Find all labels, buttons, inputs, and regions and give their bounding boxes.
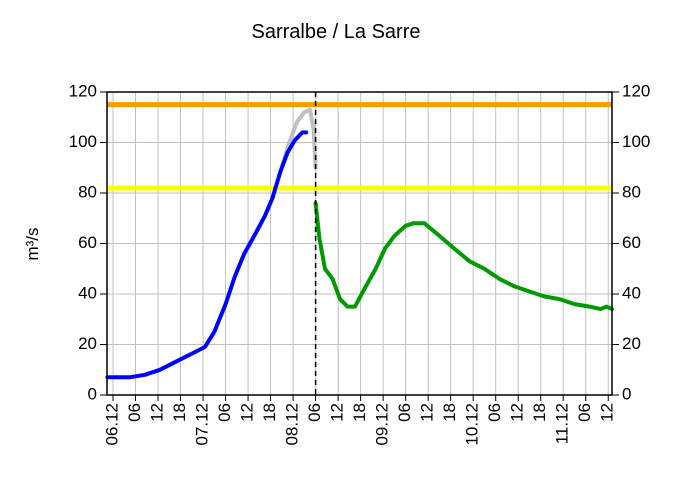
- x-tick-label: 06: [575, 403, 594, 422]
- series-line: [278, 107, 318, 175]
- y2-tick-label: 0: [622, 384, 631, 403]
- y2-tick-label: 80: [622, 182, 641, 201]
- y2-tick-label: 20: [622, 334, 641, 353]
- y2-tick-label: 40: [622, 283, 641, 302]
- x-tick-label: 18: [440, 403, 459, 422]
- x-tick-label: 06: [215, 403, 234, 422]
- x-tick-label: 12: [598, 403, 617, 422]
- x-tick-label: 12: [238, 403, 257, 422]
- y-tick-label: 0: [88, 384, 97, 403]
- x-tick-label: 06.12: [102, 403, 121, 446]
- x-tick-label: 18: [350, 403, 369, 422]
- y-tick-label: 60: [78, 233, 97, 252]
- x-tick-label: 12: [508, 403, 527, 422]
- y-tick-label: 20: [78, 334, 97, 353]
- plot-frame: [106, 91, 613, 396]
- x-tick-label: 12: [148, 403, 167, 422]
- x-tick-label: 12: [418, 403, 437, 422]
- x-tick-label: 12: [328, 403, 347, 422]
- series-line: [313, 201, 614, 312]
- y-tick-label: 100: [69, 132, 97, 151]
- x-tick-label: 06: [395, 403, 414, 422]
- x-tick-label: 18: [530, 403, 549, 422]
- x-tick-label: 06: [125, 403, 144, 422]
- y2-tick-label: 120: [622, 81, 650, 100]
- x-tick-label: 11.12: [553, 403, 572, 444]
- x-tick-label: 06: [305, 403, 324, 422]
- y-tick-label: 40: [78, 283, 97, 302]
- y-tick-label: 120: [69, 81, 97, 100]
- series-line: [105, 130, 309, 380]
- chart-title: Sarralbe / La Sarre: [252, 21, 421, 43]
- x-tick-label: 10.12: [463, 403, 482, 446]
- y2-tick-label: 60: [622, 233, 641, 252]
- x-tick-label: 18: [260, 403, 279, 422]
- x-tick-label: 08.12: [283, 403, 302, 446]
- x-tick-label: 07.12: [193, 403, 212, 446]
- x-tick-label: 09.12: [373, 403, 392, 446]
- x-tick-label: 18: [170, 403, 189, 422]
- y-tick-label: 80: [78, 182, 97, 201]
- y2-tick-label: 100: [622, 132, 650, 151]
- x-tick-label: 06: [485, 403, 504, 422]
- y-axis-label: m³/s: [23, 227, 42, 260]
